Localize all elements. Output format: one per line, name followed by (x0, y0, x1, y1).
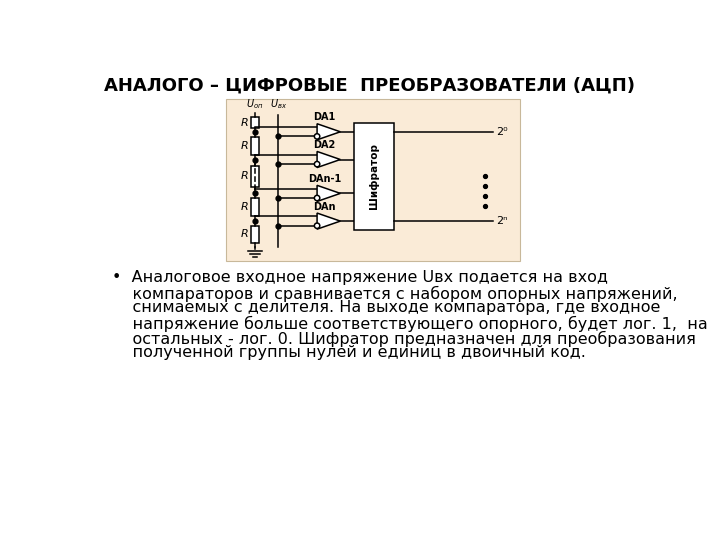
Text: напряжение больше соответствующего опорного, будет лог. 1,  на: напряжение больше соответствующего опорн… (112, 315, 708, 332)
Bar (251, 226, 259, 242)
Text: DA1: DA1 (313, 112, 336, 122)
Circle shape (315, 223, 320, 228)
Polygon shape (317, 185, 341, 201)
Text: R: R (240, 229, 248, 239)
Bar (251, 137, 259, 154)
Text: R: R (240, 202, 248, 212)
Bar (354, 123, 394, 231)
Text: •  Аналоговое входное напряжение Uвх подается на вход: • Аналоговое входное напряжение Uвх пода… (112, 271, 608, 285)
Circle shape (315, 134, 320, 139)
Polygon shape (317, 124, 341, 140)
Text: компараторов и сравнивается с набором опорных напряжений,: компараторов и сравнивается с набором оп… (112, 286, 678, 301)
Bar (251, 117, 259, 129)
Text: 2⁰: 2⁰ (496, 127, 508, 137)
Text: R: R (240, 172, 248, 181)
Text: $U_{оп}$: $U_{оп}$ (246, 97, 264, 111)
Text: R: R (240, 118, 248, 127)
Text: остальных - лог. 0. Шифратор предназначен для преобразования: остальных - лог. 0. Шифратор предназначе… (112, 330, 696, 347)
Text: R: R (240, 140, 248, 151)
Text: 2ⁿ: 2ⁿ (496, 216, 508, 226)
Bar (251, 198, 259, 216)
Polygon shape (317, 213, 341, 229)
Text: $U_{вх}$: $U_{вх}$ (270, 97, 287, 111)
Text: DAn-1: DAn-1 (308, 174, 341, 184)
Circle shape (315, 161, 320, 167)
Bar (225, 99, 520, 261)
Polygon shape (317, 151, 341, 167)
Circle shape (315, 195, 320, 201)
Text: Шифратор: Шифратор (369, 144, 379, 210)
Text: DAn: DAn (313, 201, 336, 212)
Text: АНАЛОГО – ЦИФРОВЫЕ  ПРЕОБРАЗОВАТЕЛИ (АЦП): АНАЛОГО – ЦИФРОВЫЕ ПРЕОБРАЗОВАТЕЛИ (АЦП) (104, 76, 634, 94)
Bar (251, 166, 259, 187)
Text: полученной группы нулей и единиц в двоичный код.: полученной группы нулей и единиц в двоич… (112, 346, 585, 361)
Text: DA2: DA2 (313, 140, 336, 150)
Text: снимаемых с делителя. На выходе компаратора, где входное: снимаемых с делителя. На выходе компарат… (112, 300, 660, 315)
